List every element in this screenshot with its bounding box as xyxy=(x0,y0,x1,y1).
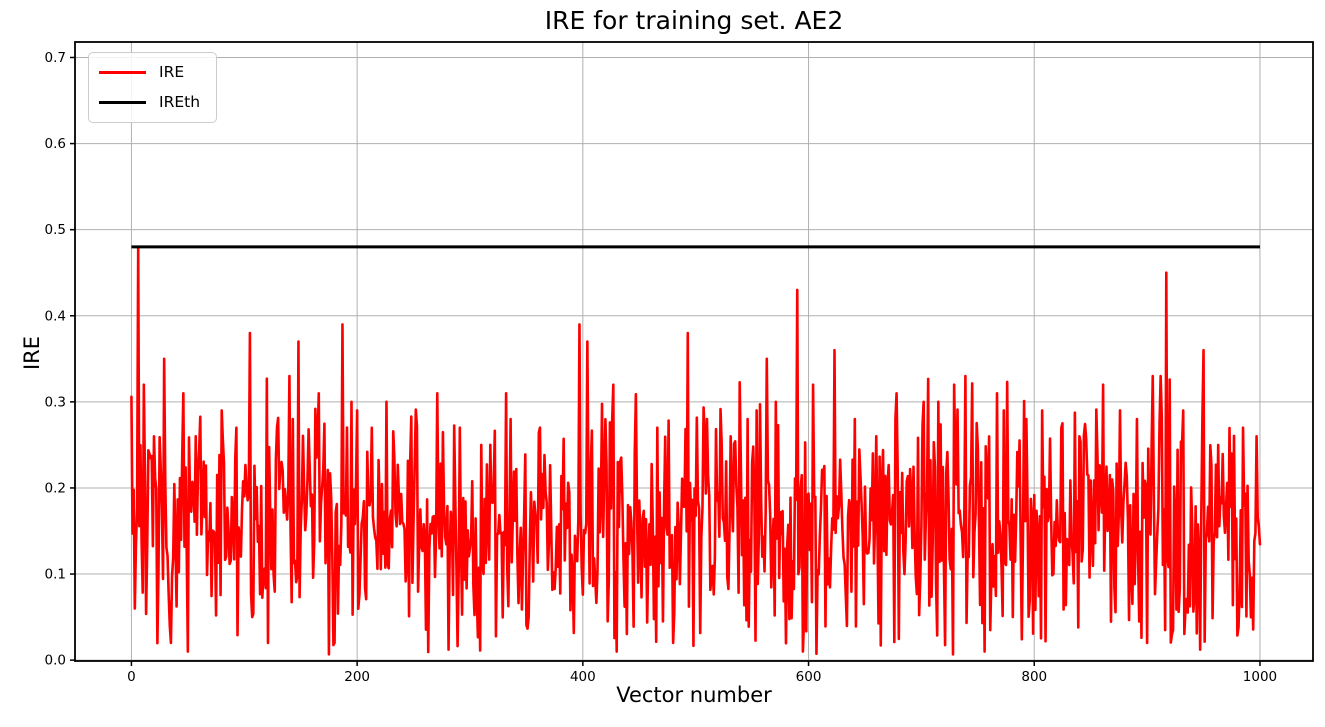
x-tick-label: 1000 xyxy=(1243,669,1277,685)
y-tick-label: 0.5 xyxy=(45,222,66,238)
x-tick-label: 200 xyxy=(344,669,370,685)
ire-series-path xyxy=(130,245,1262,656)
y-axis-label: IRE xyxy=(20,335,44,371)
y-tick-label: 0.3 xyxy=(45,394,66,410)
legend-item-ire: IRE xyxy=(99,63,200,82)
ireth-line-swatch xyxy=(99,101,146,104)
chart-title: IRE for training set. AE2 xyxy=(544,6,844,35)
legend-label-ire: IRE xyxy=(159,63,185,81)
y-tick-label: 0.0 xyxy=(45,653,66,669)
y-tick-label: 0.1 xyxy=(45,567,66,583)
x-tick-label: 400 xyxy=(570,669,596,685)
ire-line-swatch xyxy=(99,71,146,74)
y-tick-label: 0.4 xyxy=(45,308,66,324)
y-tick-label: 0.2 xyxy=(45,480,66,496)
x-tick-label: 600 xyxy=(796,669,822,685)
x-tick-label: 800 xyxy=(1021,669,1047,685)
x-axis-label: Vector number xyxy=(616,683,772,707)
x-tick-label: 0 xyxy=(127,669,136,685)
y-tick-label: 0.7 xyxy=(45,50,66,66)
legend-item-ireth: IREth xyxy=(99,93,200,112)
y-tick-label: 0.6 xyxy=(45,136,66,152)
plot-border xyxy=(74,41,1314,662)
legend-label-ireth: IREth xyxy=(159,93,201,111)
legend: IRE IREth xyxy=(88,52,218,123)
